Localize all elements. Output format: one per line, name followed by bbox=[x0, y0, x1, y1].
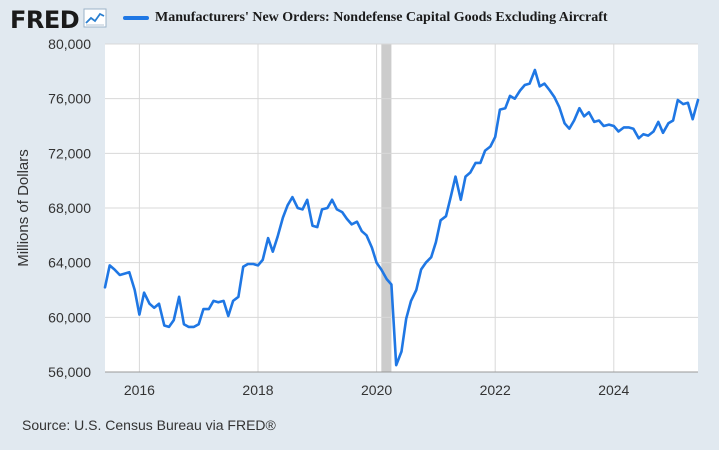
legend-label: Manufacturers' New Orders: Nondefense Ca… bbox=[155, 10, 608, 25]
x-tick-label: 2024 bbox=[598, 382, 629, 398]
y-tick-label: 76,000 bbox=[48, 91, 91, 107]
y-tick-label: 68,000 bbox=[48, 200, 91, 216]
fred-logo[interactable]: FRED bbox=[10, 6, 80, 34]
x-tick-label: 2016 bbox=[124, 382, 155, 398]
series-line bbox=[103, 68, 700, 367]
trend-line-icon bbox=[83, 8, 107, 33]
y-tick-label: 60,000 bbox=[48, 309, 91, 325]
legend-swatch bbox=[123, 16, 149, 20]
x-tick-label: 2022 bbox=[480, 382, 511, 398]
y-axis-label: Millions of Dollars bbox=[15, 149, 32, 267]
y-tick-label: 64,000 bbox=[48, 255, 91, 271]
y-tick-label: 56,000 bbox=[48, 364, 91, 380]
source-note: Source: U.S. Census Bureau via FRED® bbox=[22, 417, 276, 433]
y-tick-label: 72,000 bbox=[48, 145, 91, 161]
y-tick-label: 80,000 bbox=[48, 36, 91, 52]
x-tick-label: 2018 bbox=[242, 382, 273, 398]
chart-legend: Manufacturers' New Orders: Nondefense Ca… bbox=[123, 10, 608, 26]
fred-header: FRED bbox=[10, 6, 107, 34]
x-tick-label: 2020 bbox=[361, 382, 392, 398]
